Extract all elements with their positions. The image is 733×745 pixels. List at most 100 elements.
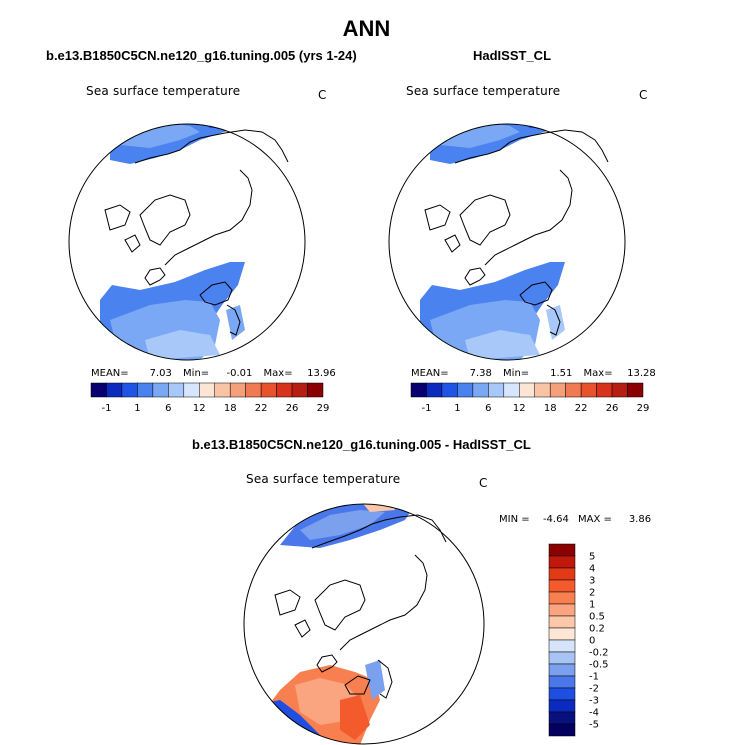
sst-fill-atlantic-warm (465, 330, 540, 360)
colorbar-tick-label: 26 (286, 403, 299, 414)
colorbar-tick-label: -0.2 (589, 648, 609, 659)
colorbar-tick-label: 0.2 (589, 624, 605, 635)
colorbar-swatch (214, 382, 231, 398)
colorbar-swatch (548, 711, 576, 725)
colorbar-swatch (426, 382, 443, 398)
colorbar-swatch (503, 382, 520, 398)
colorbar-swatch (627, 382, 644, 398)
colorbar-swatch (245, 382, 262, 398)
colorbar-swatch (611, 382, 628, 398)
panel-1-variable-label: Sea surface temperature (86, 84, 241, 98)
panel-3-units: C (479, 476, 488, 490)
colorbar-tick-label: 0.5 (589, 612, 605, 623)
panel-3-stats: MIN = -4.64 MAX = 3.86 (499, 514, 651, 525)
colorbar-swatch (519, 382, 535, 398)
panel-2-title: HadISST_CL (473, 48, 552, 63)
min-label: Min= (183, 368, 210, 379)
colorbar-tick-label: -1 (421, 403, 431, 414)
colorbar-tick-label: 18 (544, 403, 557, 414)
colorbar-tick-label: -4 (589, 708, 599, 719)
colorbar-tick-label: 18 (224, 403, 237, 414)
colorbar-swatch (548, 723, 576, 737)
coastlines (104, 129, 289, 336)
colorbar-tick-label: -1 (101, 403, 111, 414)
mean-value: 7.03 (149, 368, 172, 379)
colorbar-swatch (549, 382, 566, 398)
colorbar-swatch (534, 382, 551, 398)
colorbar-swatch (291, 382, 308, 398)
panel-3-variable-label: Sea surface temperature (246, 472, 401, 486)
colorbar-swatch (457, 382, 474, 398)
panel-2-units: C (639, 88, 648, 102)
colorbar-tick-label: 0 (589, 636, 595, 647)
colorbar-swatch (548, 615, 576, 629)
colorbar-swatch (229, 382, 246, 398)
sst-fill-baltic (546, 305, 565, 340)
panel-2-stats: MEAN= 7.38 Min= 1.51 Max= 13.28 (411, 368, 656, 379)
colorbar-swatch (548, 555, 576, 569)
panel-1-colorbar: -1 1 6 12 18 22 26 29 (90, 382, 329, 414)
colorbar-swatch (548, 579, 576, 593)
colorbar-swatch (548, 651, 576, 665)
colorbar-swatch (260, 382, 277, 398)
colorbar-tick-label: 1 (589, 600, 595, 611)
diff-fill-atlantic-hot (340, 695, 370, 740)
panel-2-map (388, 123, 626, 361)
coastlines (274, 514, 447, 699)
colorbar-swatch (548, 591, 576, 605)
colorbar-swatch (548, 627, 576, 641)
colorbar-swatch (199, 382, 215, 398)
max-value: 13.28 (627, 368, 656, 379)
panel-1-stats: MEAN= 7.03 Min= -0.01 Max= 13.96 (91, 368, 336, 379)
colorbar-swatch (488, 382, 505, 398)
max-value: 13.96 (307, 368, 336, 379)
colorbar-swatch (580, 382, 597, 398)
colorbar-tick-label: 12 (513, 403, 526, 414)
panel-2-variable-label: Sea surface temperature (406, 84, 561, 98)
page-title: ANN (342, 16, 391, 41)
sst-fill-atlantic-warm (145, 330, 220, 360)
panel-1-title: b.e13.B1850C5CN.ne120_g16.tuning.005 (yr… (46, 48, 357, 63)
min-value: 1.51 (550, 368, 573, 379)
colorbar-swatch (548, 663, 576, 677)
colorbar-swatch (441, 382, 458, 398)
colorbar-swatch (106, 382, 123, 398)
colorbar-swatch (548, 567, 576, 581)
mean-value: 7.38 (469, 368, 492, 379)
mean-label: MEAN= (411, 368, 449, 379)
colorbar-tick-label: -1 (589, 672, 599, 683)
colorbar-swatch (90, 382, 107, 398)
sst-fill-baltic (226, 305, 245, 340)
max-label: MAX = (578, 514, 612, 525)
colorbar-tick-label: 1 (134, 403, 140, 414)
colorbar-swatch (410, 382, 427, 398)
panel-2-colorbar: -1 1 6 12 18 22 26 29 (410, 382, 649, 414)
colorbar-tick-label: 12 (193, 403, 206, 414)
colorbar-swatch (276, 382, 293, 398)
map-border (68, 123, 306, 361)
colorbar-swatch (596, 382, 613, 398)
colorbar-tick-label: -2 (589, 684, 599, 695)
colorbar-swatch (137, 382, 154, 398)
colorbar-swatch (168, 382, 185, 398)
colorbar-tick-label: 22 (575, 403, 588, 414)
colorbar-tick-label: 6 (485, 403, 491, 414)
colorbar-tick-label: 22 (255, 403, 268, 414)
panel-3-title: b.e13.B1850C5CN.ne120_g16.tuning.005 - H… (192, 437, 531, 452)
min-value: -0.01 (226, 368, 253, 379)
colorbar-swatch (152, 382, 169, 398)
colorbar-swatch (548, 603, 576, 617)
colorbar-tick-label: 4 (589, 564, 595, 575)
colorbar-tick-label: -5 (589, 720, 599, 731)
max-label: Max= (583, 368, 613, 379)
map-border (243, 503, 485, 745)
min-value: -4.64 (542, 514, 569, 525)
max-value: 3.86 (628, 514, 652, 525)
colorbar-tick-label: 2 (589, 588, 595, 599)
map-border (388, 123, 626, 361)
mean-label: MEAN= (91, 368, 129, 379)
colorbar-tick-label: 26 (606, 403, 619, 414)
panel-1-map (68, 123, 306, 361)
